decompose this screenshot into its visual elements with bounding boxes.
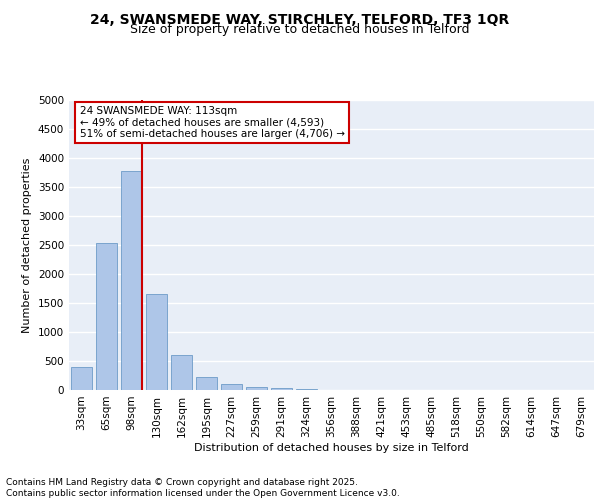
Text: 24, SWANSMEDE WAY, STIRCHLEY, TELFORD, TF3 1QR: 24, SWANSMEDE WAY, STIRCHLEY, TELFORD, T… (91, 12, 509, 26)
Bar (246, 387, 267, 390)
Bar (296, 389, 317, 390)
Bar (171, 354, 192, 390)
Bar (271, 388, 292, 390)
Bar (121, 171, 142, 390)
Text: Contains HM Land Registry data © Crown copyright and database right 2025.
Contai: Contains HM Land Registry data © Crown c… (6, 478, 400, 498)
Text: 24 SWANSMEDE WAY: 113sqm
← 49% of detached houses are smaller (4,593)
51% of sem: 24 SWANSMEDE WAY: 113sqm ← 49% of detach… (79, 106, 344, 139)
Bar (71, 368, 92, 390)
X-axis label: Distribution of detached houses by size in Telford: Distribution of detached houses by size … (194, 442, 469, 452)
Bar (146, 294, 167, 390)
Bar (221, 384, 242, 390)
Bar (96, 242, 117, 390)
Y-axis label: Number of detached properties: Number of detached properties (22, 158, 32, 332)
Text: Size of property relative to detached houses in Telford: Size of property relative to detached ho… (130, 22, 470, 36)
Bar (196, 376, 217, 390)
